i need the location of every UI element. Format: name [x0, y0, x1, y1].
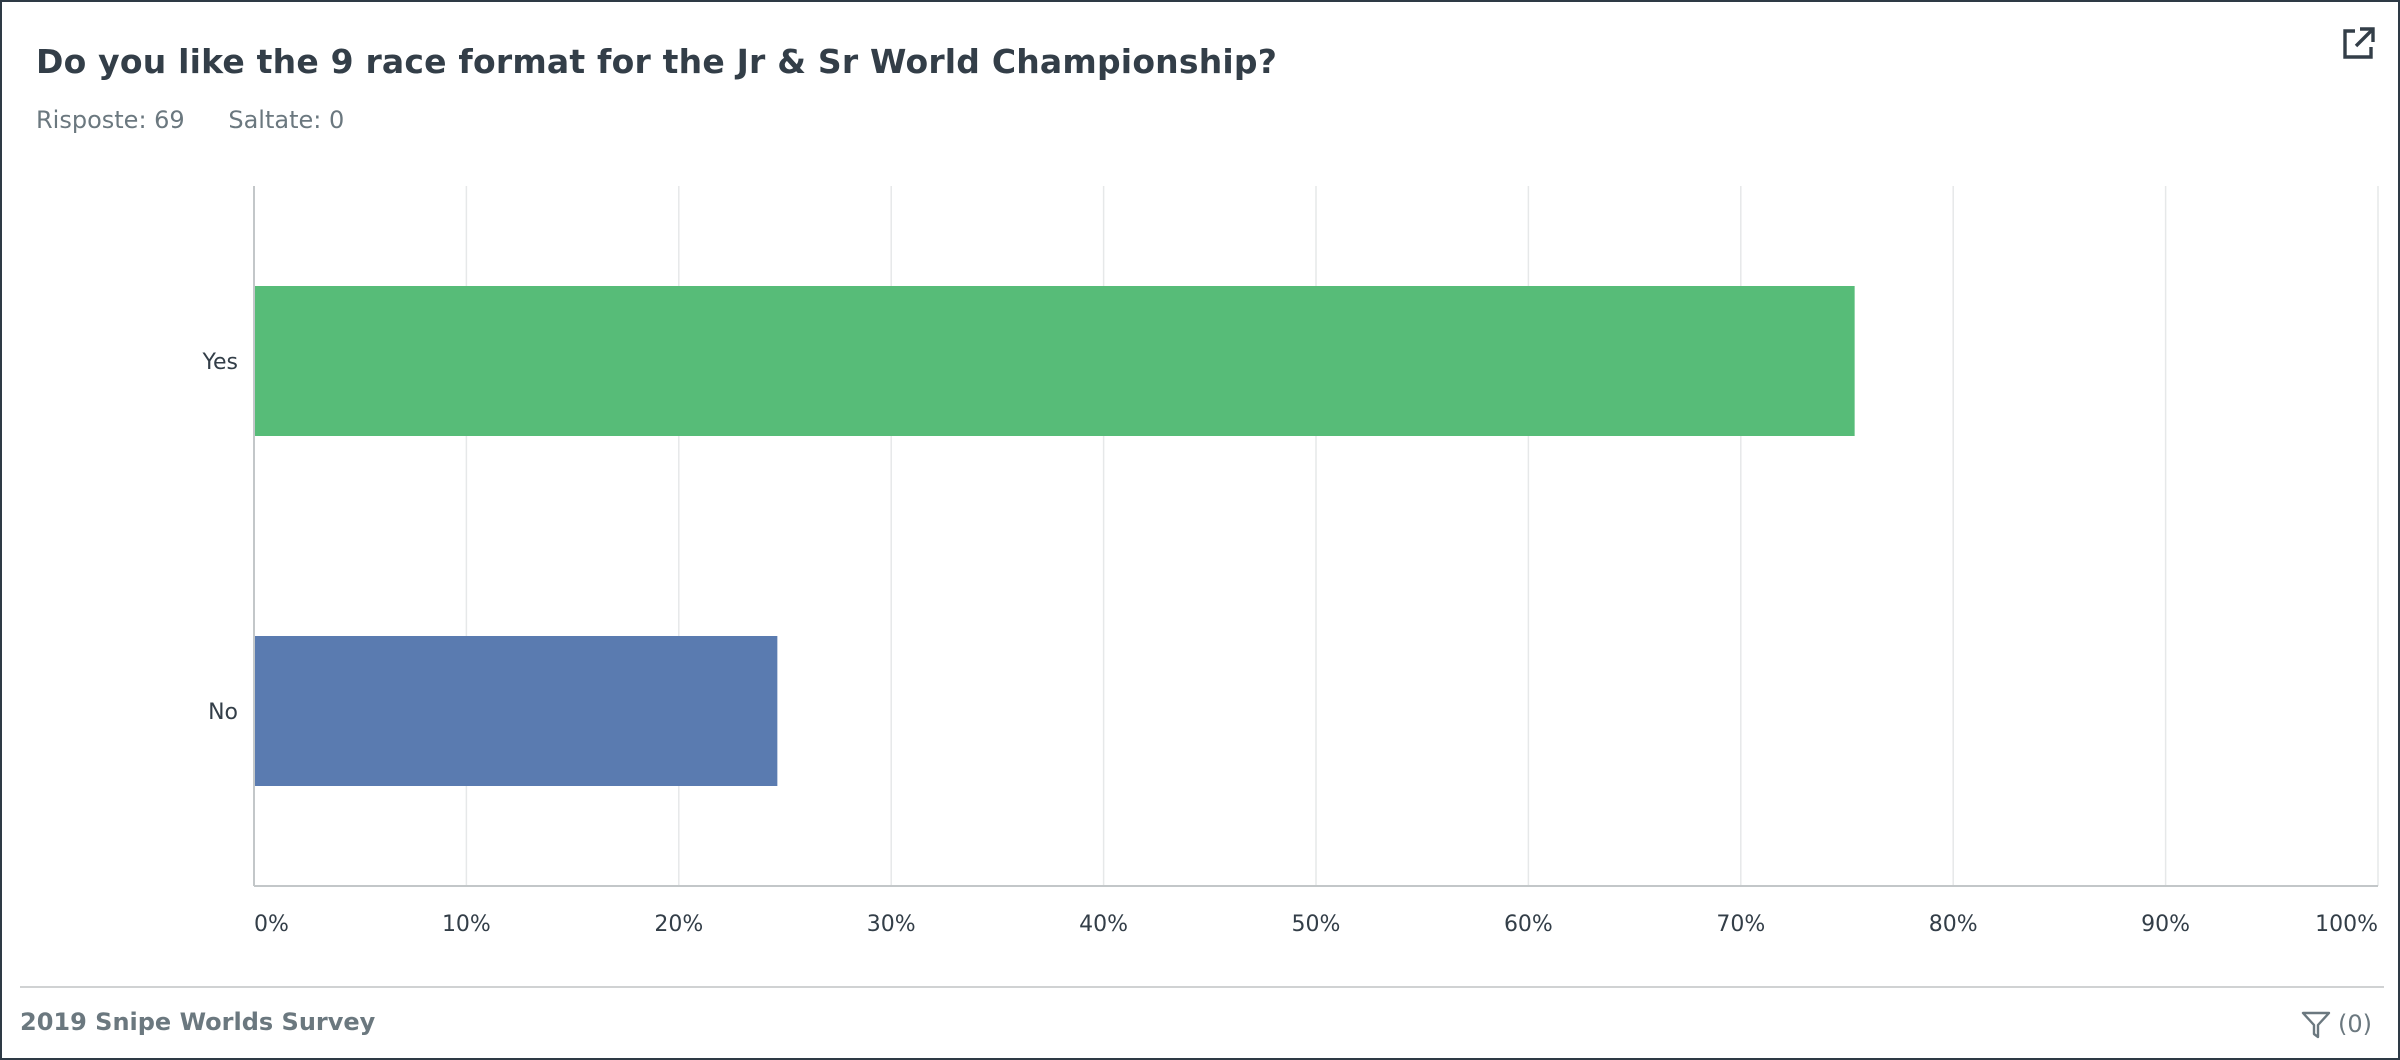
y-category-label: No	[208, 700, 238, 725]
bar-no	[254, 636, 778, 786]
filter-count: (0)	[2338, 1010, 2372, 1038]
filter-icon	[2301, 1011, 2331, 1039]
x-tick-label: 70%	[1716, 912, 1765, 937]
x-tick-label: 90%	[2141, 912, 2190, 937]
external-link-icon	[2343, 27, 2375, 59]
export-button[interactable]	[2338, 24, 2378, 64]
survey-title: 2019 Snipe Worlds Survey	[20, 1008, 376, 1036]
responses-count: Risposte: 69	[36, 106, 185, 134]
x-tick-label: 40%	[1079, 912, 1128, 937]
filter-button[interactable]: (0)	[2300, 1006, 2372, 1042]
x-tick-label: 100%	[2315, 912, 2378, 937]
footer-divider	[20, 986, 2384, 988]
question-title: Do you like the 9 race format for the Jr…	[36, 42, 1278, 81]
x-tick-label: 80%	[1929, 912, 1978, 937]
bar-yes	[254, 286, 1855, 436]
x-tick-label: 0%	[254, 912, 289, 937]
response-stats: Risposte: 69 Saltate: 0	[36, 106, 380, 134]
y-category-label: Yes	[201, 350, 238, 375]
x-tick-label: 60%	[1504, 912, 1553, 937]
x-tick-label: 50%	[1292, 912, 1341, 937]
x-tick-label: 30%	[867, 912, 916, 937]
x-tick-label: 10%	[442, 912, 491, 937]
bar-chart: 0% 10% 20% 30% 40% 50% 60% 70% 80% 90% 100% Yes No	[201, 186, 2379, 937]
skipped-count: Saltate: 0	[228, 106, 345, 134]
x-tick-label: 20%	[654, 912, 703, 937]
